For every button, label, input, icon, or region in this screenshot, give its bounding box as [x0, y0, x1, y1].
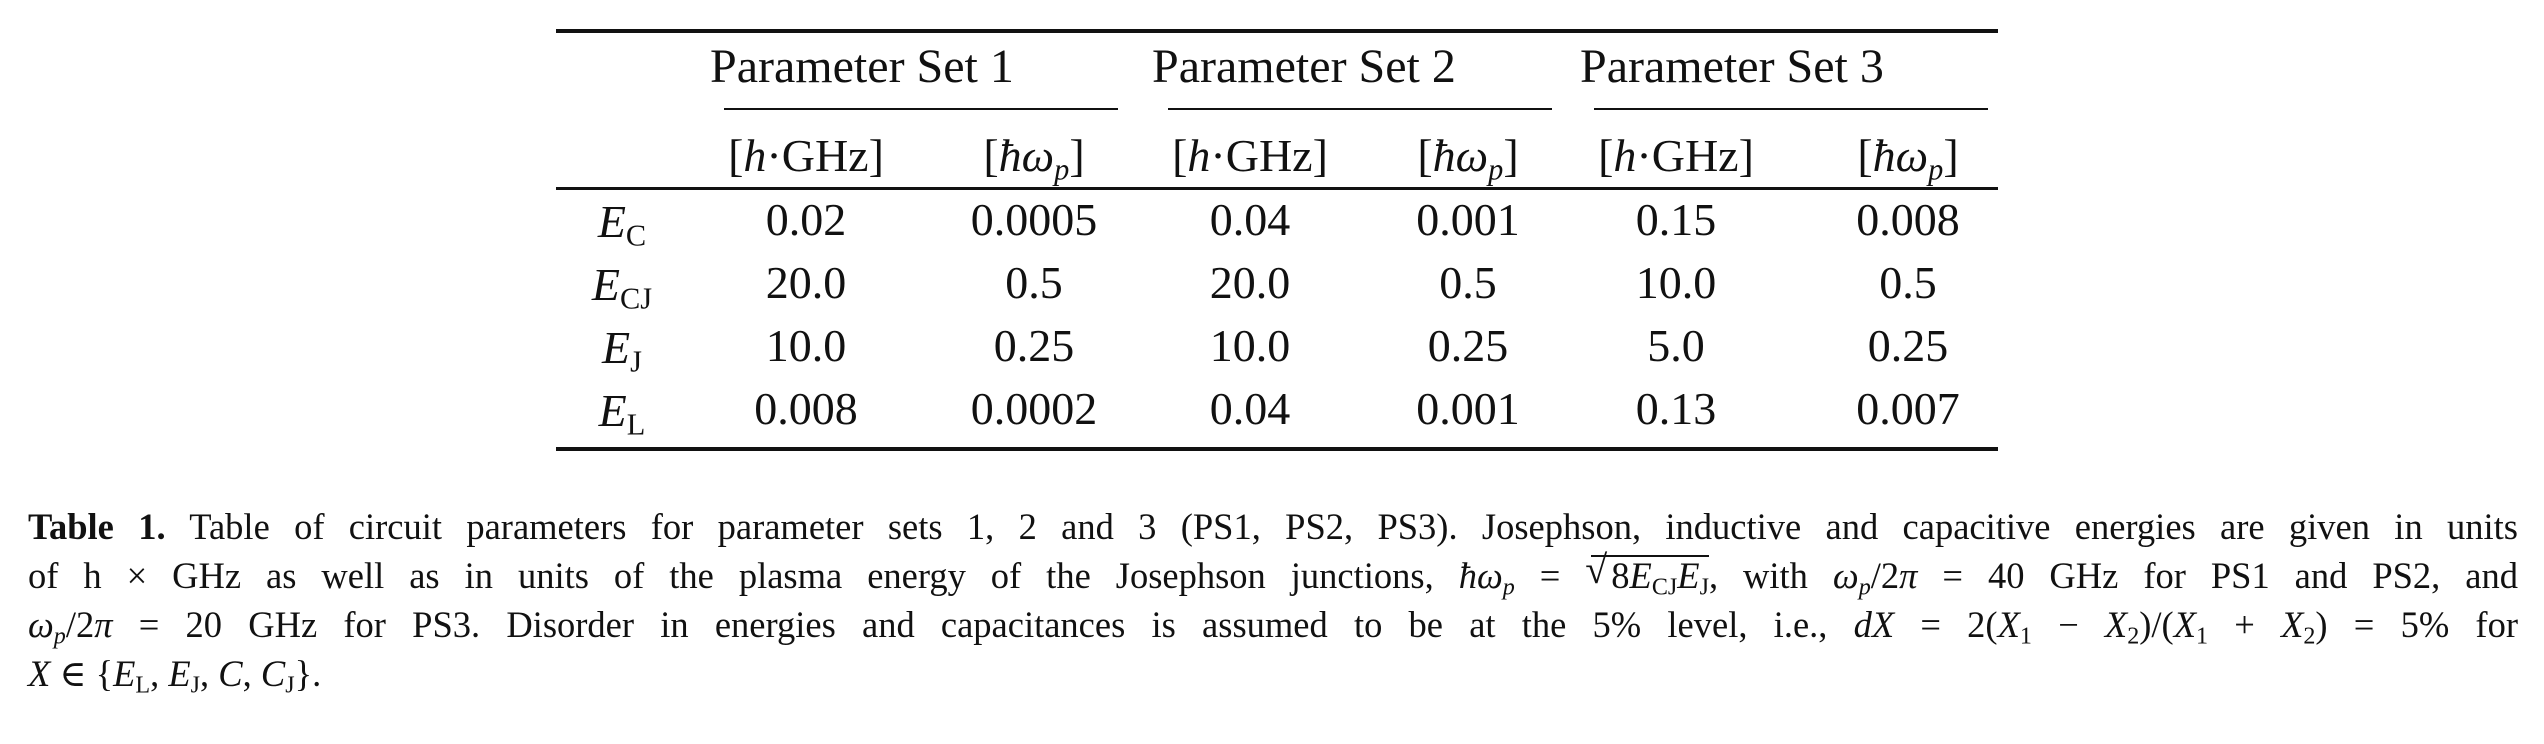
table-cell: 20.0	[765, 257, 847, 308]
table-cell: 0.25	[1867, 320, 1949, 371]
unit-header-ps3-plasma: [ħωp]	[1857, 130, 1959, 187]
caption-line-2: of h × GHz as well as in units of the pl…	[28, 551, 2518, 601]
table-cell: 0.15	[1635, 194, 1717, 245]
table-cell: 0.007	[1856, 383, 1960, 434]
group-rule-ps2	[1168, 108, 1552, 110]
table-cell: 10.0	[1209, 320, 1291, 371]
caption-line-3: ωp/2π = 20 GHz for PS3. Disorder in ener…	[28, 604, 2518, 650]
table-cell: 0.5	[1439, 257, 1497, 308]
caption-line-1: Table 1. Table of circuit parameters for…	[28, 502, 2518, 551]
table-cell: 10.0	[1635, 257, 1717, 308]
table-bottom-rule	[556, 447, 1998, 451]
caption-text: , with	[1708, 555, 1808, 596]
group-header-ps3: Parameter Set 3	[1580, 40, 1884, 93]
table-cell: 0.001	[1416, 383, 1520, 434]
table-cell: 0.04	[1209, 383, 1291, 434]
table-caption: Table 1. Table of circuit parameters for…	[28, 502, 2518, 699]
table-cell: 0.5	[1879, 257, 1937, 308]
table-cell: 0.04	[1209, 194, 1291, 245]
row-label-el: EL	[598, 385, 646, 442]
unit-header-ps2-ghz: [h·GHz]	[1172, 130, 1328, 181]
group-rule-ps1	[724, 108, 1118, 110]
group-header-ps2: Parameter Set 2	[1152, 40, 1456, 93]
caption-line-4: X ∈ {EL, EJ, C, CJ}.	[28, 653, 322, 699]
row-label-ec: EC	[597, 196, 647, 253]
table-cell: 0.13	[1635, 383, 1717, 434]
group-header-ps1: Parameter Set 1	[710, 40, 1014, 93]
caption-text: = 40 GHz for PS1 and PS2, and	[1942, 555, 2518, 596]
table-cell: 5.0	[1647, 320, 1705, 371]
unit-header-ps3-ghz: [h·GHz]	[1598, 130, 1754, 181]
row-label-ej: EJ	[602, 322, 642, 379]
table-cell: 20.0	[1209, 257, 1291, 308]
unit-header-ps2-plasma: [ħωp]	[1417, 130, 1519, 187]
caption-label: Table 1.	[28, 506, 166, 547]
table-cell: 0.25	[993, 320, 1075, 371]
table-cell: 0.0005	[970, 194, 1098, 245]
table-cell: 0.0002	[970, 383, 1098, 434]
table-cell: 0.001	[1416, 194, 1520, 245]
caption-text: of h × GHz as well as in units of the pl…	[28, 555, 1434, 596]
unit-header-ps1-ghz: [h·GHz]	[728, 130, 884, 181]
table-cell: 0.5	[1005, 257, 1063, 308]
caption-text: = 5% for	[2353, 604, 2518, 645]
unit-header-ps1-plasma: [ħωp]	[983, 130, 1085, 187]
table-header-rule	[556, 187, 1998, 190]
group-rule-ps3	[1594, 108, 1988, 110]
table-cell: 0.008	[1856, 194, 1960, 245]
table-cell: 0.008	[754, 383, 858, 434]
table-cell: 0.02	[765, 194, 847, 245]
sqrt-expression: 8ECJEJ	[1585, 551, 1709, 607]
row-label-ecj: ECJ	[591, 259, 653, 316]
caption-text: = 20 GHz for PS3. Disorder in energies a…	[138, 604, 1828, 645]
caption-text: Table of circuit parameters for paramete…	[189, 506, 2518, 547]
table-top-rule	[556, 29, 1998, 33]
table-cell: 10.0	[765, 320, 847, 371]
table-cell: 0.25	[1427, 320, 1509, 371]
